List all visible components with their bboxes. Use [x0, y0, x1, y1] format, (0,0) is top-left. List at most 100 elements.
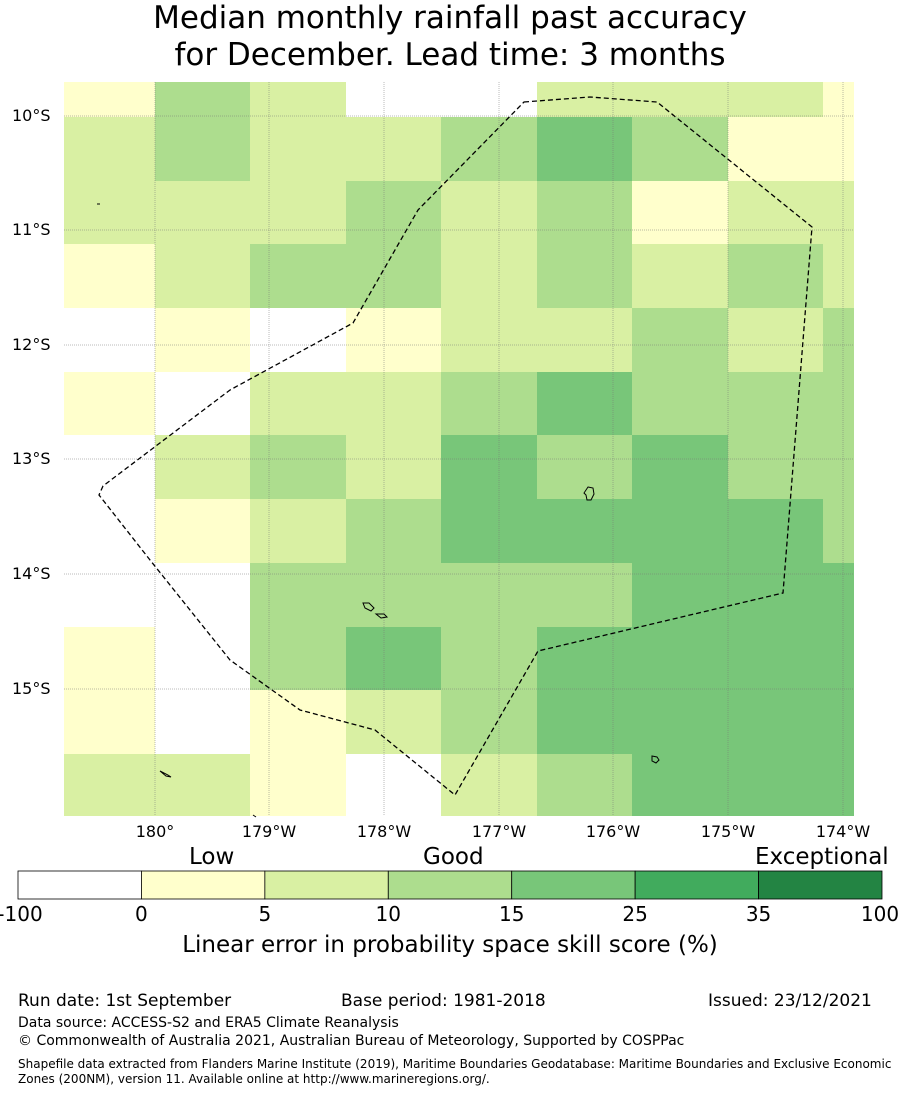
grid-cell: [728, 308, 823, 372]
lon-tick-label: 174°W: [815, 822, 871, 841]
grid-cell: [64, 117, 155, 181]
copyright: © Commonwealth of Australia 2021, Austra…: [18, 1033, 685, 1049]
grid-cell: [250, 372, 346, 435]
grid-cell: [155, 244, 250, 308]
grid-cell: [537, 563, 632, 627]
colorbar-tick-label: 0: [135, 902, 148, 926]
grid-cell: [728, 690, 823, 754]
grid-cell: [441, 308, 537, 372]
grid-cell: [250, 181, 346, 244]
grid-cell: [537, 690, 632, 754]
grid-cell: [728, 435, 823, 499]
colorbar-swatch: [634, 870, 759, 900]
grid-cell: [346, 181, 441, 244]
grid-cell: [632, 308, 728, 372]
island-shape: [374, 613, 389, 619]
grid-cell: [155, 754, 250, 816]
colorbar-swatch: [387, 870, 513, 900]
lon-tick-label: 177°W: [471, 822, 527, 841]
grid-cell: [346, 82, 441, 117]
island-shape: [159, 770, 172, 778]
grid-cell: [346, 435, 441, 499]
base-period: Base period: 1981-2018: [341, 991, 546, 1011]
grid-cell: [346, 244, 441, 308]
grid-cell: [537, 435, 632, 499]
grid-cell: [823, 244, 854, 308]
lat-tick-label: 15°S: [12, 679, 51, 698]
grid-cell: [64, 244, 155, 308]
grid-cell: [823, 117, 854, 181]
lon-tick-label: 176°W: [585, 822, 641, 841]
grid-cell: [632, 372, 728, 435]
grid-cell: [441, 690, 537, 754]
colorbar-swatch: [511, 870, 636, 900]
grid-cell: [823, 82, 854, 117]
grid-cell: [537, 499, 632, 563]
grid-cell: [250, 117, 346, 181]
grid-cell: [250, 244, 346, 308]
lon-tick-label: 180°: [135, 822, 175, 841]
grid-cell: [64, 627, 155, 690]
colorbar-tick-label: 5: [258, 902, 272, 926]
grid-cell: [441, 627, 537, 690]
grid-cell: [155, 627, 250, 690]
issued-date: Issued: 23/12/2021: [708, 991, 872, 1011]
island-shape: [362, 602, 375, 612]
colorbar-tick-label: 35: [745, 902, 772, 926]
grid-cell: [64, 754, 155, 816]
grid-cell: [346, 117, 441, 181]
data-source: Data source: ACCESS-S2 and ERA5 Climate …: [18, 1015, 399, 1031]
grid-cell: [728, 181, 823, 244]
grid-cell: [728, 117, 823, 181]
grid-cell: [64, 82, 155, 117]
colorbar-tick-label: -100: [0, 902, 43, 926]
grid-cell: [728, 82, 823, 117]
grid-cell: [632, 435, 728, 499]
grid-cell: [155, 690, 250, 754]
lat-tick-label: 11°S: [12, 220, 51, 239]
colorbar-tick-label: 10: [375, 902, 402, 926]
grid-cell: [441, 372, 537, 435]
grid-cell: [441, 244, 537, 308]
grid-cell: [823, 308, 854, 372]
grid-cell: [155, 308, 250, 372]
eez-boundary: [98, 96, 813, 796]
island-outlines: [97, 203, 660, 818]
grid-cell: [64, 181, 155, 244]
map-title-line1: Median monthly rainfall past accuracy: [153, 0, 747, 36]
colorbar-tick-label: 25: [622, 902, 648, 926]
grid-cell: [64, 690, 155, 754]
island-shape: [252, 814, 257, 818]
grid-cell: [155, 435, 250, 499]
shapefile-credit: Shapefile data extracted from Flanders M…: [18, 1057, 892, 1086]
run-date: Run date: 1st September: [18, 991, 232, 1011]
grid-cell: [346, 754, 441, 816]
grid-cell: [537, 308, 632, 372]
lat-tick-label: 10°S: [12, 106, 51, 125]
lat-tick-label: 13°S: [12, 449, 51, 468]
grid-cell: [64, 372, 155, 435]
grid-cell: [632, 563, 728, 627]
grid-cell: [823, 627, 854, 690]
grid-cell: [155, 82, 250, 117]
grid-cell: [250, 499, 346, 563]
grid-cell: [346, 372, 441, 435]
grid-cell: [823, 435, 854, 499]
lon-tick-label: 175°W: [700, 822, 756, 841]
grid-cell: [632, 690, 728, 754]
grid-cell: [823, 563, 854, 627]
grid-cell: [537, 372, 632, 435]
grid-cell: [632, 82, 728, 117]
grid-cell: [155, 117, 250, 181]
grid-cell: [537, 754, 632, 816]
grid-cell: [728, 372, 823, 435]
grid-cell: [823, 372, 854, 435]
grid-cell: [346, 499, 441, 563]
grid-cell: [441, 563, 537, 627]
island-shape: [583, 486, 595, 501]
grid-cell: [823, 754, 854, 816]
grid-cell: [537, 244, 632, 308]
grid-cell: [537, 181, 632, 244]
colorbar-swatch: [758, 870, 883, 900]
